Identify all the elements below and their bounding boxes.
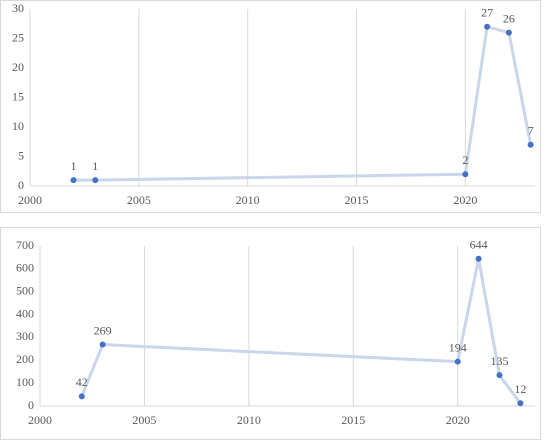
x-tick-label: 2010: [237, 413, 261, 427]
y-tick-label: 0: [28, 398, 34, 412]
y-tick-label: 700: [16, 238, 34, 252]
x-tick-label: 2000: [28, 413, 52, 427]
series-line: [73, 25, 533, 182]
data-label: 194: [449, 340, 467, 354]
y-tick-label: 300: [16, 329, 34, 343]
y-tick-label: 15: [12, 89, 24, 103]
data-point: [70, 177, 77, 184]
y-tick-label: 500: [16, 283, 34, 297]
x-tick-label: 2015: [341, 413, 365, 427]
data-point: [475, 255, 482, 262]
x-tick-label: 2020: [453, 193, 477, 207]
data-label: 1: [92, 159, 98, 173]
data-label: 135: [490, 354, 508, 368]
x-tick-label: 2010: [236, 193, 260, 207]
x-tick-label: 2015: [345, 193, 369, 207]
data-label: 42: [76, 375, 88, 389]
y-tick-label: 20: [12, 60, 24, 74]
data-label: 27: [481, 5, 493, 19]
data-label: 2: [462, 153, 468, 167]
data-point: [462, 171, 469, 178]
y-tick-label: 0: [18, 178, 24, 192]
data-point: [484, 23, 491, 30]
data-point: [496, 372, 503, 379]
x-tick-label: 2020: [446, 413, 470, 427]
data-label: 26: [503, 11, 515, 25]
y-tick-label: 200: [16, 352, 34, 366]
y-tick-label: 10: [12, 119, 24, 133]
x-tick-label: 2005: [132, 413, 156, 427]
chart-frame: [0, 227, 541, 440]
data-label: 12: [514, 382, 526, 396]
data-point: [527, 141, 534, 148]
data-point: [78, 393, 85, 400]
data-label: 269: [94, 323, 112, 337]
data-label: 7: [528, 123, 534, 137]
data-point: [99, 341, 106, 348]
x-tick-label: 2000: [18, 193, 42, 207]
data-point: [454, 358, 461, 365]
y-tick-label: 25: [12, 30, 24, 44]
y-tick-label: 400: [16, 306, 34, 320]
data-point: [505, 29, 512, 36]
x-tick-label: 2005: [127, 193, 151, 207]
y-tick-label: 5: [18, 148, 24, 162]
y-tick-label: 30: [12, 1, 24, 15]
series-line: [80, 257, 522, 405]
y-tick-label: 600: [16, 261, 34, 275]
data-label: 1: [71, 159, 77, 173]
y-tick-label: 100: [16, 375, 34, 389]
data-label: 644: [470, 238, 488, 252]
data-point: [517, 400, 524, 407]
data-point: [92, 177, 99, 184]
